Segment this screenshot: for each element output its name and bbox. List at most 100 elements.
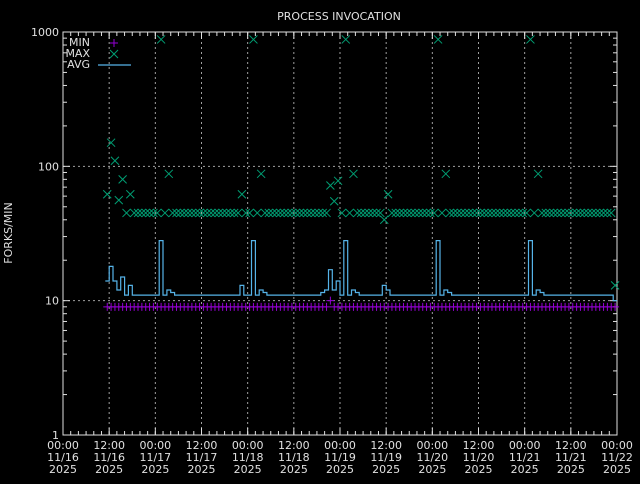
max-point [560, 208, 570, 218]
x-tick-label: 11/18 [278, 451, 310, 464]
max-point [202, 208, 212, 218]
max-point [426, 208, 435, 218]
max-point [122, 208, 131, 218]
legend-marker-max [109, 49, 119, 59]
x-tick-label: 2025 [511, 463, 539, 476]
x-tick-label: 12:00 [370, 439, 402, 452]
x-tick-label: 2025 [234, 463, 262, 476]
legend: MIN MAX AVG [65, 36, 131, 71]
max-point [152, 208, 162, 218]
max-point [483, 208, 493, 218]
max-point [264, 208, 274, 218]
x-tick-label: 11/21 [509, 451, 541, 464]
x-tick-label: 12:00 [463, 439, 495, 452]
max-point [102, 189, 112, 199]
max-point [399, 208, 408, 218]
x-tick-label: 2025 [603, 463, 631, 476]
max-point [125, 189, 135, 199]
max-point [476, 208, 485, 218]
x-tick-label: 00:00 [232, 439, 264, 452]
max-point [137, 208, 147, 218]
x-tick-label: 2025 [280, 463, 308, 476]
x-tick-label: 2025 [465, 463, 493, 476]
x-tick-label: 2025 [95, 463, 123, 476]
max-point [329, 196, 339, 206]
max-point [433, 35, 443, 44]
max-point [595, 208, 605, 218]
max-point [472, 208, 481, 218]
x-tick-label: 11/16 [93, 451, 125, 464]
max-point [237, 189, 247, 199]
max-point [526, 35, 535, 44]
max-point [164, 169, 174, 179]
max-point [179, 208, 189, 218]
min-point [322, 302, 331, 311]
x-tick-label: 00:00 [47, 439, 79, 452]
x-tick-label: 00:00 [601, 439, 633, 452]
max-point [499, 208, 508, 218]
x-tick-label: 11/20 [416, 451, 448, 464]
max-point [268, 208, 278, 218]
legend-marker-min [110, 39, 118, 47]
max-point [191, 208, 201, 218]
max-point [460, 208, 470, 218]
max-point [556, 208, 566, 218]
max-point [129, 208, 139, 218]
max-point [110, 156, 120, 166]
max-point [318, 208, 328, 218]
x-tick-label: 11/16 [47, 451, 79, 464]
max-point [395, 208, 404, 218]
max-point [587, 208, 597, 218]
max-point [441, 169, 451, 179]
axes: 110100100000:0011/16202512:0011/16202500… [31, 26, 633, 476]
x-tick-label: 2025 [49, 463, 77, 476]
max-point [387, 208, 397, 218]
max-point [210, 208, 220, 218]
max-point [349, 169, 358, 179]
max-point [449, 208, 458, 218]
max-point [456, 208, 466, 218]
x-tick-label: 2025 [418, 463, 446, 476]
x-tick-label: 2025 [141, 463, 169, 476]
max-point [287, 208, 297, 218]
max-point [245, 208, 254, 218]
max-point [379, 215, 389, 225]
max-point [452, 208, 462, 218]
x-tick-label: 00:00 [139, 439, 171, 452]
max-point [256, 169, 266, 179]
max-point [302, 208, 312, 218]
max-point [514, 208, 524, 218]
max-point [487, 208, 497, 218]
max-point [464, 208, 474, 218]
max-point [591, 208, 601, 218]
plot-border [62, 31, 618, 436]
max-point [372, 208, 381, 218]
y-axis-label: FORKS/MIN [2, 202, 15, 264]
max-point [276, 208, 285, 218]
max-point [222, 208, 231, 218]
x-tick-label: 2025 [557, 463, 585, 476]
max-point [295, 208, 304, 218]
max-point [553, 208, 562, 218]
y-tick-label: 1 [52, 429, 59, 442]
max-point [518, 208, 528, 218]
max-point [545, 208, 555, 218]
max-point [360, 208, 370, 218]
x-tick-label: 11/19 [370, 451, 402, 464]
max-point [437, 208, 447, 218]
x-tick-label: 12:00 [555, 439, 587, 452]
x-tick-label: 2025 [372, 463, 400, 476]
max-point [402, 208, 412, 218]
max-point [118, 174, 127, 184]
max-point [445, 208, 454, 218]
max-point [218, 208, 228, 218]
x-tick-label: 11/17 [139, 451, 171, 464]
x-tick-label: 2025 [326, 463, 354, 476]
max-point [333, 176, 343, 186]
max-point [503, 208, 512, 218]
x-tick-label: 12:00 [278, 439, 310, 452]
max-point [156, 35, 166, 44]
max-point [283, 208, 293, 218]
max-point [249, 35, 258, 44]
grid [63, 32, 617, 435]
